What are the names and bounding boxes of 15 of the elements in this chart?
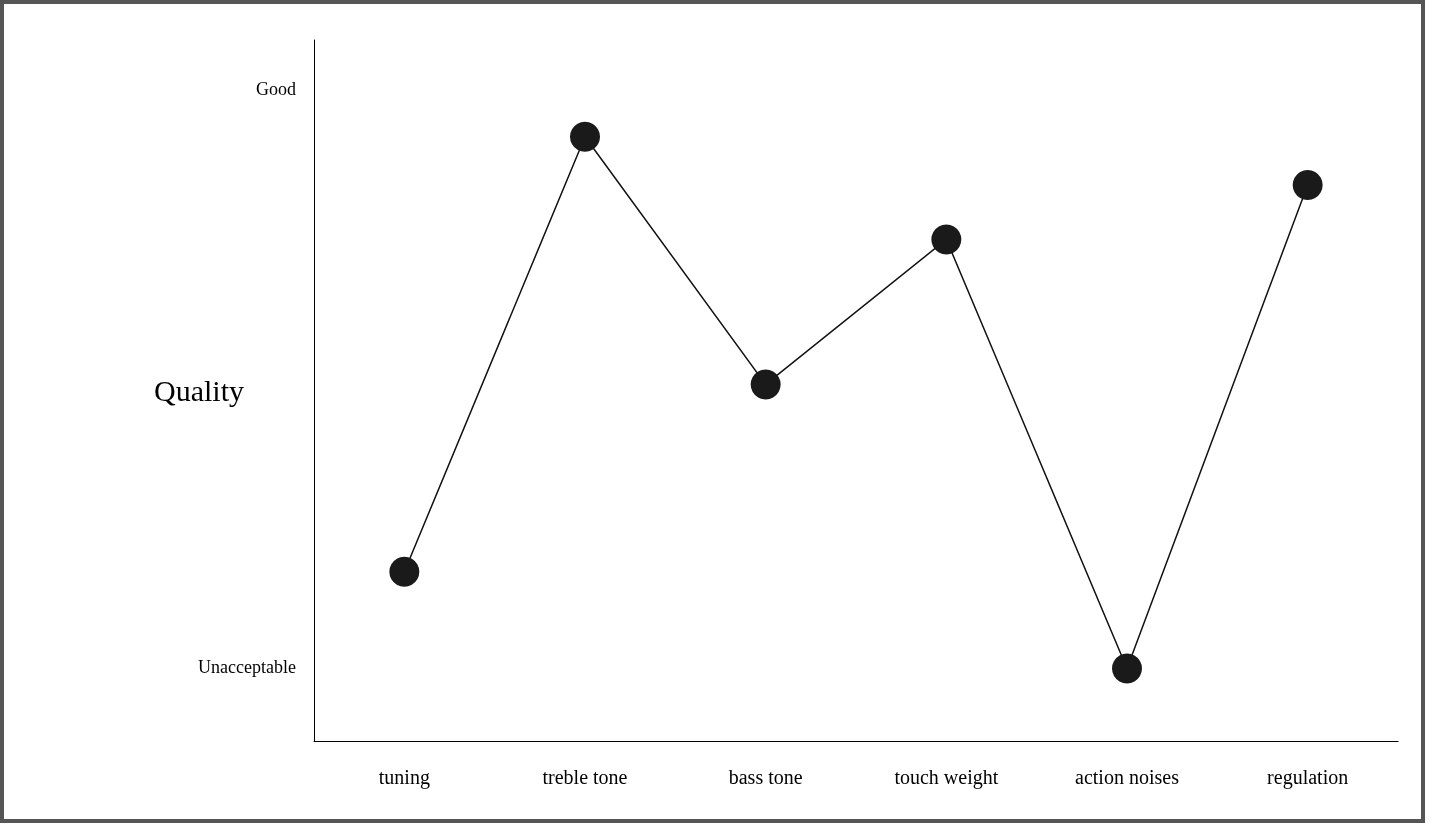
point	[389, 556, 420, 587]
x-tick-label: touch weight	[894, 766, 999, 789]
point	[1292, 170, 1323, 201]
text: Unacceptable	[198, 657, 297, 677]
x-tick-label: bass tone	[728, 766, 803, 788]
point	[1112, 653, 1142, 684]
x-tick-label: regulation	[1267, 766, 1349, 789]
point	[570, 121, 600, 152]
x-tick-label: tuning	[378, 766, 430, 789]
point	[931, 224, 962, 255]
x-tick-label: treble tone	[542, 766, 628, 788]
point	[750, 369, 781, 400]
y-axis-title: Quality	[154, 374, 244, 407]
text: Good	[256, 79, 296, 99]
x-tick-label: action noises	[1075, 766, 1180, 788]
